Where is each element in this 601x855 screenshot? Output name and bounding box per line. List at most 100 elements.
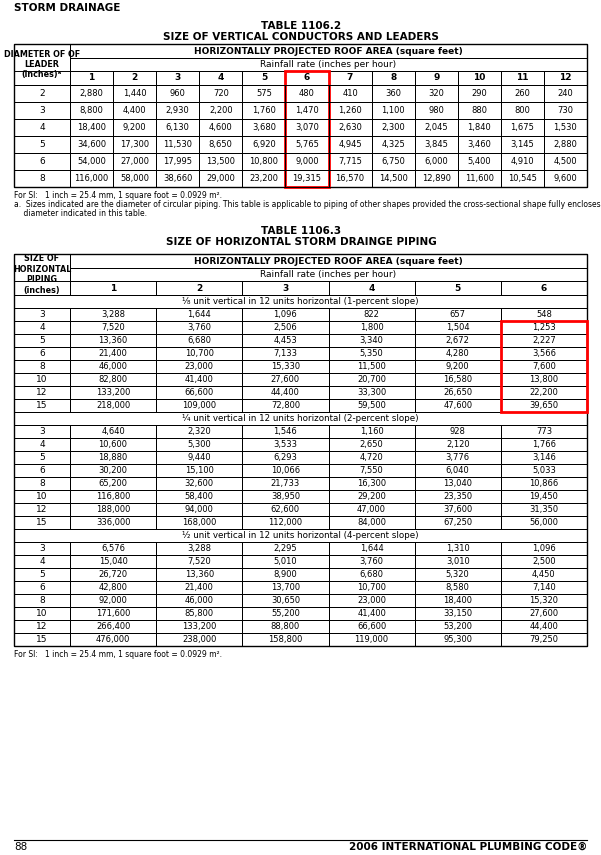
Bar [501, 607, 587, 620]
Text: 12,890: 12,890 [422, 174, 451, 183]
Bar [156, 321, 242, 334]
Text: 1,310: 1,310 [446, 544, 469, 553]
Text: 3,845: 3,845 [424, 140, 448, 149]
Text: 5,320: 5,320 [446, 570, 469, 579]
Text: 10: 10 [473, 74, 486, 82]
Bar [242, 85, 285, 102]
Bar [156, 581, 242, 594]
Text: 2,930: 2,930 [166, 106, 189, 115]
Bar [14, 386, 70, 399]
Bar [415, 360, 501, 373]
Text: 218,000: 218,000 [96, 401, 130, 410]
Text: 3,776: 3,776 [446, 453, 470, 462]
Bar [156, 568, 242, 581]
Text: 4,450: 4,450 [532, 570, 556, 579]
Bar [156, 451, 242, 464]
Text: 1,766: 1,766 [532, 440, 556, 449]
Bar [156, 308, 242, 321]
Text: 3: 3 [39, 310, 45, 319]
Text: 14,500: 14,500 [379, 174, 407, 183]
Bar [113, 71, 156, 85]
Bar [329, 581, 415, 594]
Bar [14, 71, 70, 85]
Bar [371, 136, 415, 153]
Text: 575: 575 [256, 89, 272, 98]
Bar [113, 102, 156, 119]
Text: 66,600: 66,600 [185, 388, 214, 397]
Text: 13,360: 13,360 [99, 336, 127, 345]
Text: diameter indicated in this table.: diameter indicated in this table. [14, 209, 147, 217]
Text: 3,145: 3,145 [510, 140, 534, 149]
Text: 12: 12 [36, 505, 47, 514]
Text: 29,200: 29,200 [357, 492, 386, 501]
Text: 3,340: 3,340 [359, 336, 383, 345]
Bar [415, 607, 501, 620]
Text: 27,600: 27,600 [529, 609, 558, 618]
Bar [14, 136, 70, 153]
Bar [14, 451, 70, 464]
Bar [329, 451, 415, 464]
Bar [544, 170, 587, 187]
Text: 2,500: 2,500 [532, 557, 556, 566]
Bar [70, 490, 156, 503]
Text: 30,650: 30,650 [271, 596, 300, 605]
Text: 3,760: 3,760 [188, 323, 211, 332]
Text: 1,160: 1,160 [360, 427, 383, 436]
Bar [113, 119, 156, 136]
Bar [285, 85, 329, 102]
Text: 8,650: 8,650 [209, 140, 233, 149]
Bar [501, 153, 544, 170]
Bar [242, 308, 329, 321]
Bar [371, 119, 415, 136]
Bar [415, 633, 501, 646]
Bar [156, 477, 242, 490]
Text: 10,700: 10,700 [357, 583, 386, 592]
Bar [113, 153, 156, 170]
Bar [14, 529, 587, 542]
Text: 15,100: 15,100 [185, 466, 214, 475]
Bar [14, 516, 70, 529]
Text: 4,640: 4,640 [101, 427, 125, 436]
Bar [242, 555, 329, 568]
Text: 12: 12 [36, 622, 47, 631]
Bar [329, 170, 371, 187]
Text: 657: 657 [450, 310, 466, 319]
Bar [70, 102, 113, 119]
Bar [371, 170, 415, 187]
Text: 4: 4 [39, 440, 45, 449]
Bar [14, 620, 70, 633]
Bar [501, 555, 587, 568]
Text: 27,000: 27,000 [120, 157, 149, 166]
Bar [156, 607, 242, 620]
Text: 3,533: 3,533 [273, 440, 297, 449]
Bar [329, 399, 415, 412]
Text: 9,600: 9,600 [554, 174, 578, 183]
Bar [242, 503, 329, 516]
Text: 3: 3 [282, 284, 288, 292]
Bar [242, 170, 285, 187]
Bar [14, 464, 70, 477]
Text: 3,460: 3,460 [468, 140, 491, 149]
Bar [501, 321, 587, 412]
Bar [501, 477, 587, 490]
Text: 5: 5 [39, 570, 45, 579]
Bar [329, 136, 371, 153]
Bar [501, 281, 587, 295]
Bar [415, 281, 501, 295]
Bar [501, 360, 587, 373]
Bar [415, 594, 501, 607]
Bar [242, 568, 329, 581]
Text: 1,470: 1,470 [295, 106, 319, 115]
Text: 5,350: 5,350 [360, 349, 383, 358]
Text: 10: 10 [36, 375, 47, 384]
Bar [415, 503, 501, 516]
Text: 360: 360 [385, 89, 401, 98]
Bar [458, 119, 501, 136]
Text: 8: 8 [39, 479, 45, 488]
Bar [70, 119, 113, 136]
Bar [415, 347, 501, 360]
Bar [501, 451, 587, 464]
Bar [14, 102, 70, 119]
Text: 85,800: 85,800 [185, 609, 214, 618]
Bar [70, 170, 113, 187]
